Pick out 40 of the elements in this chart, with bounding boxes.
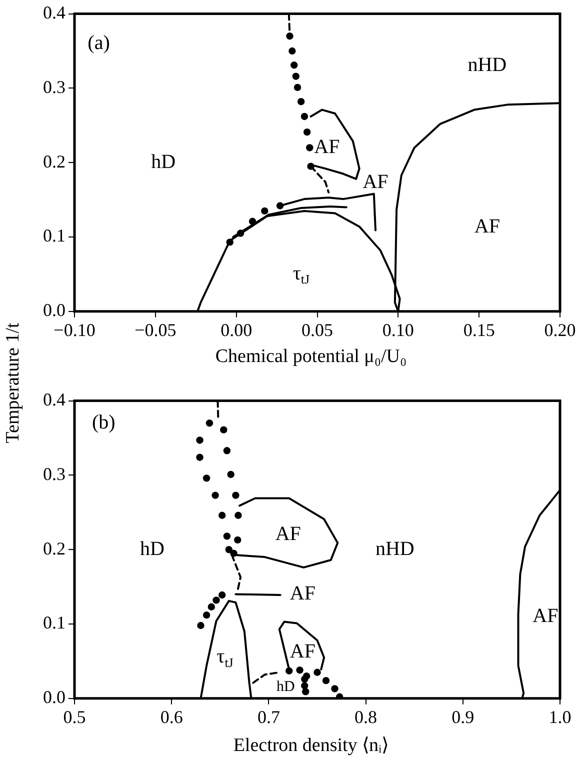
- x-tick-label: 0.6: [160, 706, 183, 727]
- y-tick-label: 0.0: [43, 687, 66, 708]
- y-axis-title: Temperature 1/t: [2, 322, 24, 444]
- annotation: AF: [362, 171, 388, 194]
- annotation: nHD: [375, 538, 414, 560]
- annotation: hD: [276, 679, 296, 696]
- annotation: nHD: [468, 54, 507, 76]
- y-tick-label: 0.2: [43, 538, 66, 558]
- x-tick-label: 0.8: [354, 706, 378, 727]
- annotation: AF: [275, 522, 301, 545]
- x-tick-label: 0.00: [220, 320, 252, 340]
- annotation: (b): [92, 411, 116, 434]
- y-tick-label: 0.3: [43, 464, 66, 484]
- x-tick-label: 1.0: [548, 706, 572, 727]
- y-tick-label: 0.1: [43, 226, 66, 246]
- x-tick-label: 0.7: [257, 706, 280, 727]
- y-tick-label: 0.2: [43, 151, 66, 172]
- x-axis-title: Electron density ⟨nᵢ⟩: [232, 734, 390, 757]
- y-tick-label: 0.1: [43, 612, 66, 633]
- y-tick-label: 0.4: [43, 2, 66, 23]
- x-tick-label: 0.9: [452, 706, 474, 727]
- x-tick-label: 0.10: [382, 320, 414, 340]
- x-axis-title: Chemical potential μ₀/U₀: [215, 346, 407, 367]
- x-tick-label: −0.10: [54, 320, 96, 340]
- y-tick-label: 0.3: [43, 76, 66, 97]
- annotation: AF: [290, 582, 316, 604]
- annotation: AF: [474, 216, 500, 238]
- annotation: hD: [140, 538, 164, 560]
- x-tick-label: 0.05: [302, 320, 333, 340]
- x-tick-label: 0.20: [544, 320, 576, 340]
- x-tick-label: 0.5: [63, 706, 86, 727]
- x-tick-label: −0.05: [134, 320, 176, 340]
- annotation: (a): [88, 32, 110, 54]
- annotation: AF: [314, 136, 340, 158]
- x-tick-label: 0.15: [463, 320, 495, 340]
- y-tick-label: 0.4: [43, 390, 66, 410]
- annotation: hD: [151, 150, 176, 173]
- annotation: AF: [290, 640, 316, 663]
- y-tick-label: 0.0: [43, 300, 66, 320]
- annotation: AF: [532, 604, 558, 627]
